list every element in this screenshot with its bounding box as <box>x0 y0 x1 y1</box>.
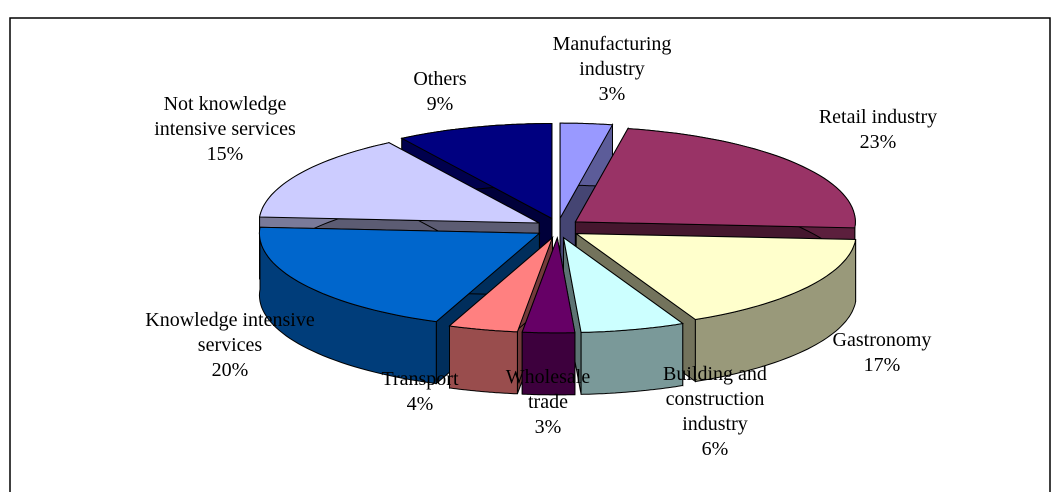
category-label: Transport <box>381 368 459 390</box>
slice-label: Others 9% <box>390 67 490 117</box>
slice <box>258 226 541 323</box>
value-label: 15% <box>206 143 244 165</box>
category-label: Manufacturing industry <box>552 33 672 80</box>
value-label: 17% <box>863 354 901 376</box>
slice <box>574 233 857 321</box>
slice-label: Wholesale trade 3% <box>488 365 608 440</box>
slice-label: Not knowledge intensive services 15% <box>130 92 320 167</box>
slice-label: Building and construction industry 6% <box>635 362 795 462</box>
category-label: Wholesale trade <box>505 366 591 413</box>
value-label: 4% <box>406 393 434 415</box>
category-label: Building and construction industry <box>663 363 767 435</box>
category-label: Others <box>413 68 467 90</box>
slice <box>400 123 553 220</box>
category-label: Gastronomy <box>832 329 932 351</box>
slice <box>574 128 856 229</box>
value-label: 3% <box>598 83 626 105</box>
category-label: Not knowledge intensive services <box>154 93 296 140</box>
category-label: Knowledge intensive services <box>145 309 315 356</box>
slice-label: Transport 4% <box>360 367 480 417</box>
slice <box>448 235 554 333</box>
value-label: 6% <box>701 438 729 460</box>
slice <box>258 142 540 224</box>
value-label: 23% <box>859 131 897 153</box>
value-label: 3% <box>534 416 562 438</box>
slice-label: Retail industry 23% <box>778 105 978 155</box>
slice <box>521 236 576 334</box>
value-label: 9% <box>426 93 454 115</box>
slice <box>562 236 684 333</box>
slice-label: Gastronomy 17% <box>802 328 962 378</box>
value-label: 20% <box>211 359 249 381</box>
slice-label: Knowledge intensive services 20% <box>130 308 330 383</box>
category-label: Retail industry <box>818 106 938 128</box>
slice-label: Manufacturing industry 3% <box>527 32 697 107</box>
slice <box>559 122 614 221</box>
